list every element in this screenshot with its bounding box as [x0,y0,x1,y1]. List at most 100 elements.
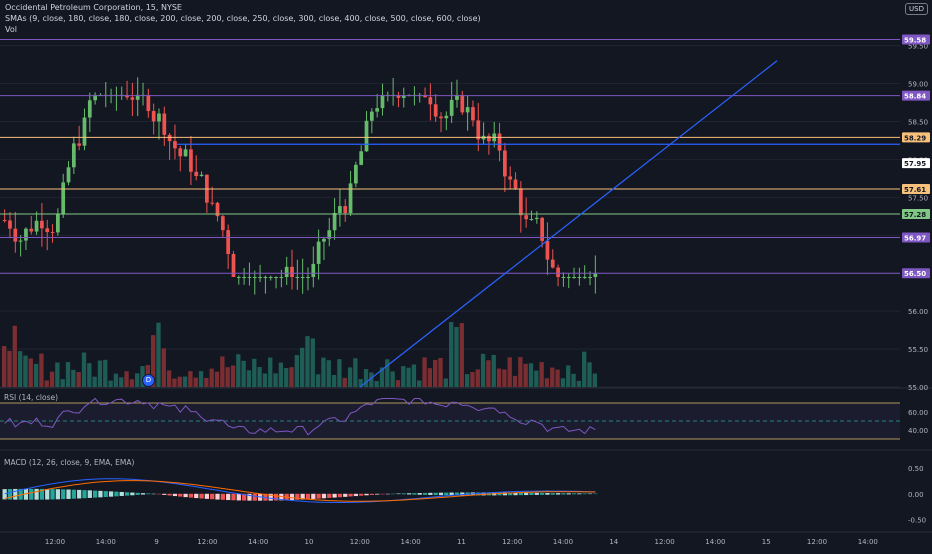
macd-histogram-bar [476,492,481,496]
volume-bar [502,369,507,387]
candle-body [396,94,401,98]
macd-histogram-bar [151,493,156,495]
volume-bar [44,380,49,387]
level-price-label: 57.61 [904,186,926,194]
candle-body [455,94,459,100]
volume-bar [523,363,528,387]
macd-histogram-bar [87,490,92,498]
candle-body [327,230,332,239]
volume-bar [204,377,209,387]
price-tick-label: 55.00 [908,384,928,392]
volume-bar [284,368,289,387]
candle-body [268,276,273,278]
macd-histogram-bar [428,492,433,495]
macd-histogram-bar [279,493,284,501]
macd-histogram-bar [337,493,343,498]
macd-histogram-bar [545,493,550,495]
dividend-icon[interactable]: D [142,374,155,387]
volume-legend[interactable]: Vol [5,25,17,34]
macd-histogram-bar [194,493,199,499]
candle-body [146,94,151,112]
candle-body [433,104,438,117]
volume-bar [315,374,321,387]
level-price-tag [902,132,930,143]
level-price-tag [902,158,930,169]
volume-bar [262,373,268,387]
macd-histogram-bar [92,490,98,498]
macd-histogram-bar [582,493,587,495]
volume-bar [464,374,470,387]
macd-histogram-bar [444,492,449,496]
macd-histogram-bar [534,492,539,495]
macd-histogram-bar [50,489,55,500]
volume-bar [480,353,486,387]
macd-histogram-bar [183,493,188,498]
support-trendline [359,60,778,388]
volume-bar [252,358,257,387]
macd-histogram-bar [343,493,348,497]
macd-histogram-bar [103,491,108,498]
volume-bar [268,357,273,387]
volume-bar [12,325,17,387]
time-tick-label: 14 [609,538,618,546]
candle-body [24,228,28,241]
volume-bar [438,358,443,387]
macd-histogram-bar [135,492,140,495]
currency-badge[interactable]: USD [905,3,928,15]
time-tick-label: 14:00 [858,538,878,546]
macd-histogram-bar [140,493,146,495]
macd-histogram-bar [66,489,71,499]
sma-legend[interactable]: SMAs (9, close, 180, close, 180, close, … [5,14,481,23]
macd-histogram-bar [220,493,225,500]
macd-legend[interactable]: MACD (12, 26, close, 9, EMA, EMA) [4,458,135,467]
time-tick-label: 12:00 [807,538,827,546]
macd-histogram-bar [422,492,428,495]
volume-bar [363,369,369,387]
candle-body [77,143,82,146]
candle-body [252,276,257,278]
macd-histogram-bar [353,493,359,497]
macd-histogram-bar [156,493,162,495]
macd-histogram-bar [555,493,561,495]
volume-bar [81,352,87,387]
macd-histogram-bar [529,492,534,495]
macd-histogram-bar [55,489,61,500]
macd-histogram-bar [348,493,353,497]
candle-body [487,135,491,142]
candle-body [220,216,225,231]
volume-bar [449,322,454,387]
macd-histogram-bar [18,488,23,500]
candle-body [236,276,241,278]
candle-body [183,149,188,157]
symbol-title[interactable]: Occidental Petroleum Corporation, 15, NY… [5,3,182,12]
candle-body [476,120,481,140]
macd-histogram-bar [454,492,460,496]
candle-body [518,188,523,216]
volume-bar [294,355,299,387]
macd-histogram-bar [412,493,417,495]
macd-histogram-bar [508,492,513,496]
macd-histogram-bar [550,493,555,495]
volume-bar [28,358,33,387]
candle-body [151,111,156,122]
macd-histogram-bar [359,493,364,496]
macd-histogram-bar [61,489,66,500]
time-tick-label: 11 [457,538,466,546]
candle-body [40,220,44,229]
volume-bar [486,360,491,387]
macd-histogram-bar [295,493,300,500]
macd-histogram-bar [587,493,593,495]
candle-body [199,174,204,177]
volume-bar [60,379,65,387]
macd-histogram-bar [390,493,396,495]
volume-bar [544,378,550,387]
candle-body [130,97,135,100]
macd-histogram-bar [119,491,124,496]
level-price-tag [902,268,930,279]
macd-histogram-bar [77,489,82,499]
rsi-legend[interactable]: RSI (14, close) [4,393,59,402]
time-tick-label: 12:00 [350,538,370,546]
volume-bar [496,368,502,387]
